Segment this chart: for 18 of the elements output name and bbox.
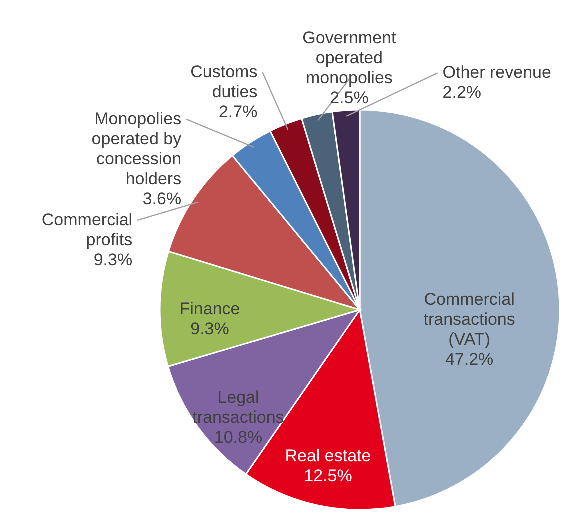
slice-label: Other revenue	[442, 63, 552, 82]
data-label: 10.8%	[214, 428, 263, 447]
slice-label: Commercial profits	[42, 210, 133, 250]
slice-label: Government operated monopolies	[302, 28, 396, 88]
slice-label: Commercial transactions (VAT)	[424, 290, 516, 350]
slice-label: Legal transactions	[192, 388, 284, 427]
slice-label: Customs duties	[190, 62, 258, 102]
slice-label: Real estate	[285, 446, 372, 466]
data-label: 9.3%	[190, 319, 230, 338]
data-label: 2.5%	[330, 88, 369, 108]
data-label: 9.3%	[94, 250, 133, 270]
data-label: 47.2%	[445, 350, 494, 370]
data-label: 12.5%	[304, 466, 352, 486]
data-label: 3.6%	[142, 189, 182, 208]
slice-label: Finance	[180, 299, 240, 318]
data-label: 2.2%	[442, 83, 482, 102]
slice-label: Monopolies operated by concession holders	[92, 109, 182, 188]
data-label: 2.7%	[218, 102, 258, 122]
